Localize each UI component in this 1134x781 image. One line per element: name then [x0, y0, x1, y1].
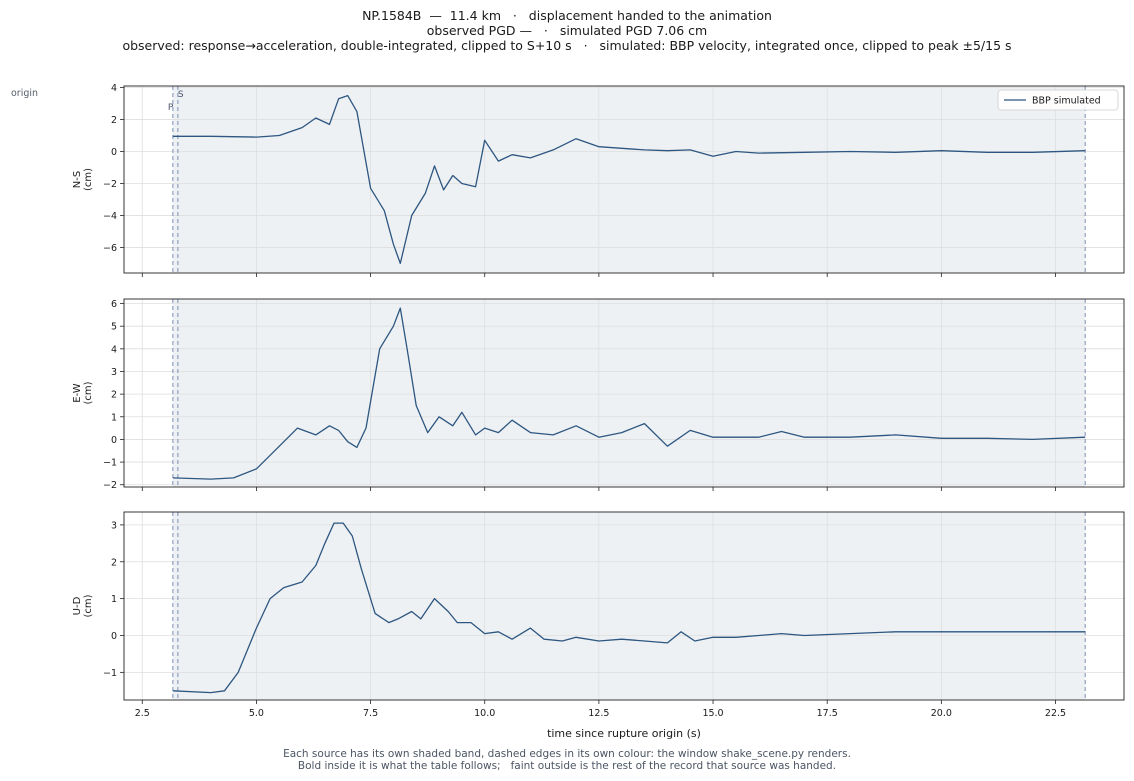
- e-w-ytick-label: 6: [111, 299, 117, 310]
- n-s-ytick-label: −2: [103, 179, 117, 190]
- e-w-ytick-label: 2: [111, 390, 117, 401]
- e-w-ytick-label: 3: [111, 367, 117, 378]
- u-d-xtick-label: 12.5: [588, 708, 609, 719]
- u-d-xtick-label: 10.0: [474, 708, 495, 719]
- n-s-plot-frame: [123, 85, 1125, 274]
- u-d-series-line: [172, 522, 1086, 694]
- n-s-window-band: [172, 86, 1086, 273]
- phase-marker-p: P: [168, 103, 174, 113]
- e-w-series-line: [172, 307, 1086, 480]
- u-d-xtick-label: 20.0: [931, 708, 952, 719]
- n-s-series-line: [172, 94, 1086, 265]
- footer-note-2: Bold inside it is what the table follows…: [297, 760, 837, 772]
- chart-subtitle-processing: observed: response→acceleration, double-…: [122, 38, 1012, 53]
- origin-label: origin: [11, 88, 39, 99]
- footer-note-1: Each source has its own shaded band, das…: [283, 748, 851, 760]
- u-d-ytick-label: 1: [111, 594, 117, 605]
- u-d-ytick-label: −1: [103, 668, 117, 679]
- e-w-ylabel: (cm): [83, 381, 94, 404]
- n-s-ytick-label: −6: [103, 243, 117, 254]
- n-s-ytick-label: 4: [111, 83, 117, 94]
- legend-label: BBP simulated: [1032, 96, 1101, 107]
- e-w-ytick-label: 4: [111, 344, 117, 355]
- u-d-plot-frame: [123, 511, 1125, 701]
- u-d-xtick-label: 5.0: [249, 708, 264, 719]
- u-d-xtick-label: 7.5: [363, 708, 378, 719]
- u-d-ylabel: U-D: [72, 596, 83, 615]
- n-s-ytick-label: 2: [111, 115, 117, 126]
- u-d-xtick-label: 2.5: [135, 708, 150, 719]
- e-w-ylabel: E-W: [72, 383, 83, 403]
- e-w-plot-frame: [123, 298, 1125, 488]
- e-w-window-band: [172, 299, 1086, 487]
- e-w-ytick-label: −2: [103, 480, 117, 491]
- legend-box: [997, 89, 1119, 111]
- chart-title: NP.1584B — 11.4 km · displacement handed…: [362, 8, 772, 23]
- e-w-ytick-label: 1: [111, 412, 117, 423]
- u-d-ylabel: (cm): [83, 594, 94, 617]
- u-d-xtick-label: 17.5: [817, 708, 838, 719]
- e-w-ytick-label: 0: [111, 435, 117, 446]
- e-w-ytick-label: 5: [111, 322, 117, 333]
- e-w-ytick-label: −1: [103, 458, 117, 469]
- u-d-xtick-label: 22.5: [1045, 708, 1066, 719]
- phase-marker-s: S: [178, 90, 184, 100]
- chart-subtitle-pgd: observed PGD — · simulated PGD 7.06 cm: [426, 23, 708, 38]
- n-s-ytick-label: 0: [111, 147, 117, 158]
- u-d-ytick-label: 2: [111, 557, 117, 568]
- u-d-ytick-label: 0: [111, 631, 117, 642]
- u-d-window-band: [172, 512, 1086, 700]
- n-s-ylabel: (cm): [83, 168, 94, 191]
- n-s-ytick-label: −4: [103, 211, 117, 222]
- x-axis-label: time since rupture origin (s): [547, 727, 701, 740]
- u-d-xtick-label: 15.0: [702, 708, 723, 719]
- n-s-ylabel: N-S: [72, 171, 83, 188]
- u-d-ytick-label: 3: [111, 520, 117, 531]
